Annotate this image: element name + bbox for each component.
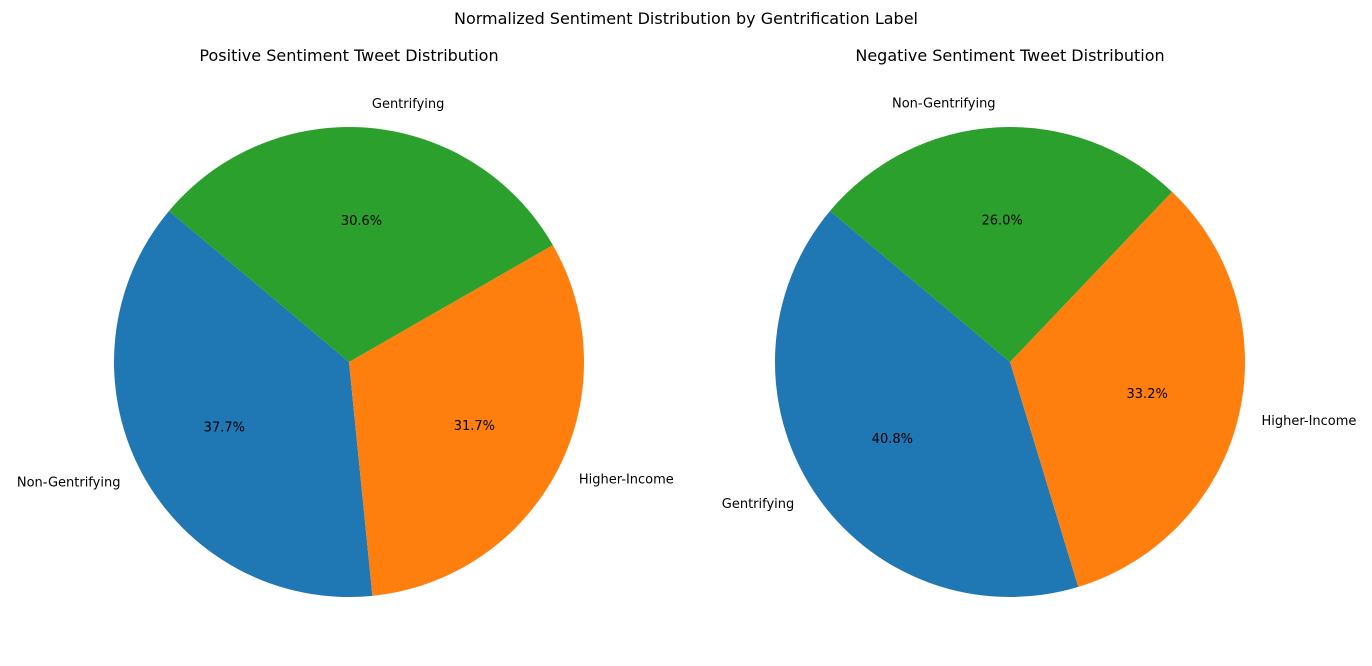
pie-category-label-gentrifying: Gentrifying [372,97,445,112]
pie-slice-higher-income [1010,191,1246,587]
pie-slice-higher-income [349,245,584,596]
pie-title-negative: Negative Sentiment Tweet Distribution [855,46,1164,65]
pie-category-label-higher-income: Higher-Income [1262,414,1357,429]
pie-pct-label-non-gentrifying: 37.7% [204,420,245,435]
pie-category-label-non-gentrifying: Non-Gentrifying [17,475,121,490]
pie-category-label-higher-income: Higher-Income [579,473,674,488]
pie-slice-non-gentrifying [113,210,373,598]
figure-suptitle: Normalized Sentiment Distribution by Gen… [454,9,918,28]
pie-chart-positive: Positive Sentiment Tweet Distribution 37… [17,46,674,598]
pie-slice-non-gentrifying [829,126,1173,363]
pie-category-label-non-gentrifying: Non-Gentrifying [892,96,996,111]
pie-pct-label-gentrifying: 30.6% [341,214,382,229]
pie-pct-label-higher-income: 33.2% [1127,387,1168,402]
pie-slice-gentrifying [168,127,553,362]
pie-pct-label-gentrifying: 40.8% [872,432,913,447]
pie-pct-label-higher-income: 31.7% [454,419,495,434]
pie-title-positive: Positive Sentiment Tweet Distribution [199,46,498,65]
pie-pct-label-non-gentrifying: 26.0% [981,214,1022,229]
pie-category-label-gentrifying: Gentrifying [722,497,795,512]
pie-slice-gentrifying [774,210,1079,598]
pie-chart-negative: Negative Sentiment Tweet Distribution 40… [722,46,1357,598]
